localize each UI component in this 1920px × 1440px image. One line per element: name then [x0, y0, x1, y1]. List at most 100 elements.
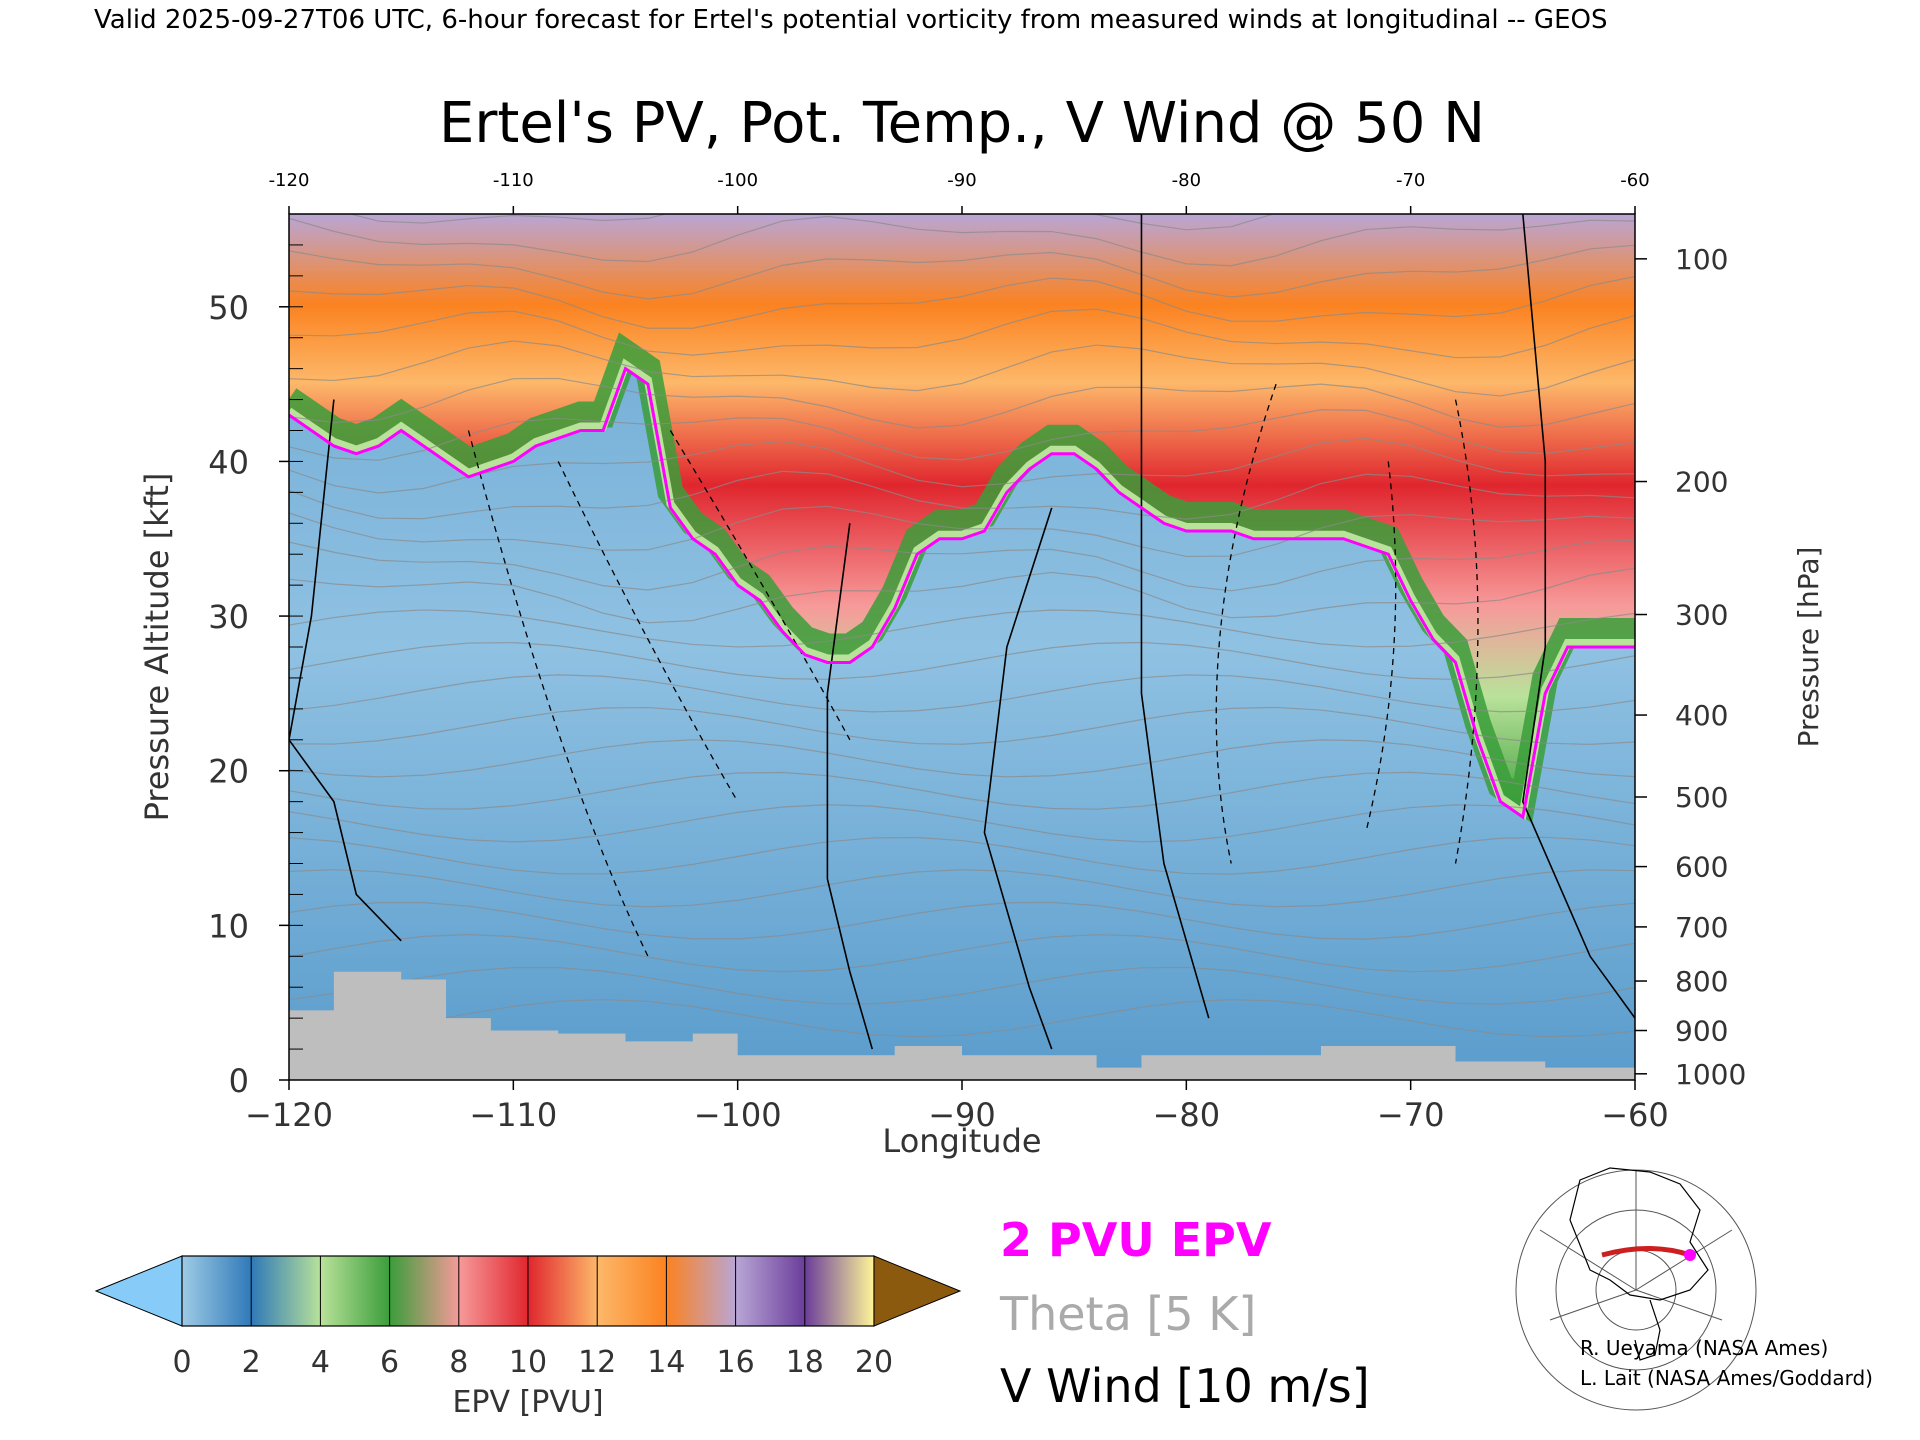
- x-tick-label: −90: [928, 1096, 996, 1134]
- colorbar-label: EPV [PVU]: [452, 1385, 603, 1420]
- theta-contour: [289, 804, 1635, 843]
- colorbar-segment: [666, 1256, 737, 1326]
- x-top-tick-label: -80: [1172, 170, 1201, 191]
- x-top-tick-label: -100: [717, 170, 758, 191]
- pv-light-band: [289, 358, 1635, 820]
- theta-contour: [289, 609, 1635, 648]
- x-axis-bottom: −120 −110 −100 −90 −80 −70 −60: [245, 1080, 1669, 1134]
- colorbar-segment: [251, 1256, 321, 1326]
- colorbar-tick-label: 6: [380, 1345, 399, 1380]
- x-tick-label: −70: [1377, 1096, 1445, 1134]
- y-tick-label: 50: [208, 289, 249, 327]
- colorbar-tick-label: 8: [449, 1345, 468, 1380]
- x-top-tick-label: -60: [1620, 170, 1649, 191]
- v-wind-contours: [289, 214, 1635, 1050]
- colorbar-segment: [458, 1256, 529, 1326]
- theta-contour: [289, 409, 1635, 461]
- legend-pv: 2 PVU EPV: [1000, 1213, 1272, 1267]
- pressure-tick-label: 500: [1675, 781, 1728, 814]
- y-tick-label: 30: [208, 598, 249, 636]
- theta-contour: [289, 275, 1635, 329]
- colorbar-tick-label: 20: [855, 1345, 893, 1380]
- pressure-tick-label: 800: [1675, 965, 1728, 998]
- colorbar-segment: [804, 1256, 875, 1326]
- colorbar-tick-label: 16: [717, 1345, 755, 1380]
- v-wind-contour-dashed: [1365, 461, 1397, 833]
- pv-transition-band: [289, 332, 1635, 824]
- theta-contour: [289, 539, 1635, 592]
- y-tick-label: 40: [208, 443, 249, 481]
- x-top-tick-label: -90: [947, 170, 976, 191]
- colorbar-tick-label: 10: [509, 1345, 547, 1380]
- locator-map: [1515, 1167, 1757, 1411]
- theta-contour: [289, 966, 1635, 1005]
- theta-contour: [289, 739, 1635, 778]
- v-wind-contour-dashed: [1215, 383, 1277, 864]
- pressure-tick-label: 200: [1675, 466, 1728, 499]
- pressure-tick-label: 1000: [1675, 1058, 1746, 1091]
- colorbar-tick-label: 0: [172, 1345, 191, 1380]
- x-top-tick-label: -70: [1396, 170, 1425, 191]
- y-axis-right-pressure: 100 200 300 400 500 600 700 800 900 1000: [1635, 243, 1746, 1091]
- theta-contour: [348, 214, 1276, 231]
- x-top-tick-label: -110: [493, 170, 534, 191]
- v-wind-contour-dashed: [1454, 399, 1479, 864]
- colorbar-segment: [182, 1256, 252, 1326]
- v-wind-contour-solid: [289, 399, 402, 942]
- colorbar-segment: [597, 1256, 667, 1326]
- pressure-tick-label: 700: [1675, 911, 1728, 944]
- colorbar-tick-label: 14: [647, 1345, 685, 1380]
- cross-section-plot: [289, 214, 1635, 1080]
- pressure-tick-label: 600: [1675, 851, 1728, 884]
- theta-contour: [289, 437, 1635, 494]
- theta-contour: [289, 215, 1635, 267]
- colorbar-tick-label: 2: [242, 1345, 261, 1380]
- theta-contour: [289, 244, 1635, 300]
- credit-line-1: R. Ueyama (NASA Ames): [1580, 1336, 1828, 1360]
- pressure-tick-label: 400: [1675, 699, 1728, 732]
- x-axis-label: Longitude: [882, 1122, 1041, 1160]
- theta-contour: [289, 340, 1635, 397]
- theta-contour: [289, 377, 1635, 429]
- colorbar-over-arrow: [873, 1255, 962, 1327]
- legend-v-wind: V Wind [10 m/s]: [1000, 1359, 1370, 1413]
- theta-contour: [289, 869, 1635, 908]
- colorbar-tick-label: 18: [786, 1345, 824, 1380]
- theta-contour: [289, 998, 1635, 1038]
- x-tick-label: −120: [245, 1096, 333, 1134]
- theta-contour: [289, 771, 1635, 810]
- theta-contour: [289, 836, 1635, 875]
- colorbar-segment: [389, 1256, 460, 1326]
- y-axis-label-right: Pressure [hPa]: [1792, 547, 1825, 748]
- colorbar-segment: [735, 1256, 806, 1326]
- colorbar-segment: [528, 1256, 598, 1326]
- theta-contour: [289, 505, 1635, 558]
- x-tick-label: −80: [1153, 1096, 1221, 1134]
- chart-title: Ertel's PV, Pot. Temp., V Wind @ 50 N: [439, 91, 1485, 156]
- colorbar-tick-label: 4: [311, 1345, 330, 1380]
- theta-contour: [289, 641, 1635, 681]
- colorbar-segment: [320, 1256, 391, 1326]
- x-tick-label: −100: [694, 1096, 782, 1134]
- x-top-tick-label: -120: [269, 170, 310, 191]
- credit-line-2: L. Lait (NASA Ames/Goddard): [1580, 1366, 1873, 1390]
- theta-contour: [289, 706, 1635, 745]
- y-tick-label: 0: [229, 1062, 249, 1100]
- x-tick-label: −110: [469, 1096, 557, 1134]
- x-tick-label: −60: [1601, 1096, 1669, 1134]
- v-wind-contour-solid: [983, 507, 1053, 1050]
- theta-contour: [289, 308, 1635, 359]
- theta-contour: [289, 470, 1635, 520]
- theta-contour: [289, 934, 1635, 973]
- valid-time-header: Valid 2025-09-27T06 UTC, 6-hour forecast…: [94, 5, 1607, 35]
- y-axis-label-left: Pressure Altitude [kft]: [138, 473, 176, 822]
- v-wind-contour-solid: [826, 523, 874, 1050]
- terrain: [289, 971, 1635, 1080]
- y-tick-label: 10: [208, 907, 249, 945]
- theta-contour: [289, 674, 1635, 713]
- y-tick-label: 20: [208, 753, 249, 791]
- y-axis-left: 0 10 20 30 40 50: [208, 213, 303, 1100]
- v-wind-contour-solid: [1140, 214, 1210, 1019]
- v-wind-contour-dashed: [669, 430, 851, 741]
